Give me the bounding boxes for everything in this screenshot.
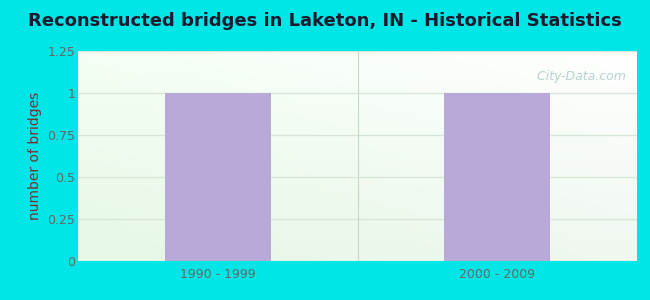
Y-axis label: number of bridges: number of bridges — [28, 92, 42, 220]
Text: Reconstructed bridges in Laketon, IN - Historical Statistics: Reconstructed bridges in Laketon, IN - H… — [28, 12, 622, 30]
Bar — [164, 93, 271, 261]
Text: City-Data.com: City-Data.com — [529, 70, 626, 83]
Bar — [444, 93, 551, 261]
